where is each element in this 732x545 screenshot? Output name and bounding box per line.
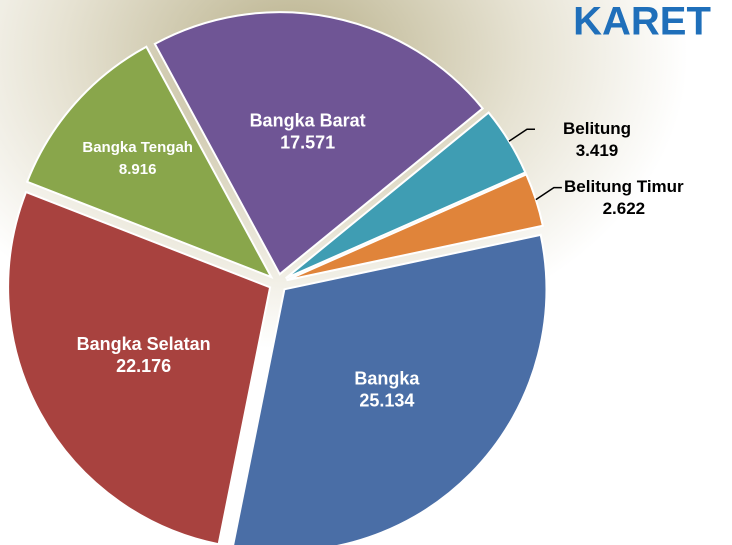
value-label: 8.916	[119, 161, 157, 178]
slice-label: Bangka Selatan	[77, 334, 211, 354]
value-label: 2.622	[603, 199, 646, 218]
slice-label: Bangka Tengah	[82, 139, 193, 156]
slice-label: Belitung Timur	[564, 177, 684, 196]
slice-label: Belitung	[563, 119, 631, 138]
chart: KARET Bangka25.134 Bangka Selatan22.176 Ba…	[0, 0, 732, 545]
chart-title: KARET	[573, 0, 711, 44]
page: KARET Bangka25.134 Bangka Selatan22.176 Ba…	[0, 0, 732, 545]
slice-label: Bangka	[354, 368, 420, 388]
slice-label: Bangka Barat	[250, 111, 366, 131]
value-label: 22.176	[116, 356, 171, 376]
value-label: 25.134	[359, 390, 414, 410]
value-label: 3.419	[576, 141, 619, 160]
value-label: 17.571	[280, 133, 335, 153]
